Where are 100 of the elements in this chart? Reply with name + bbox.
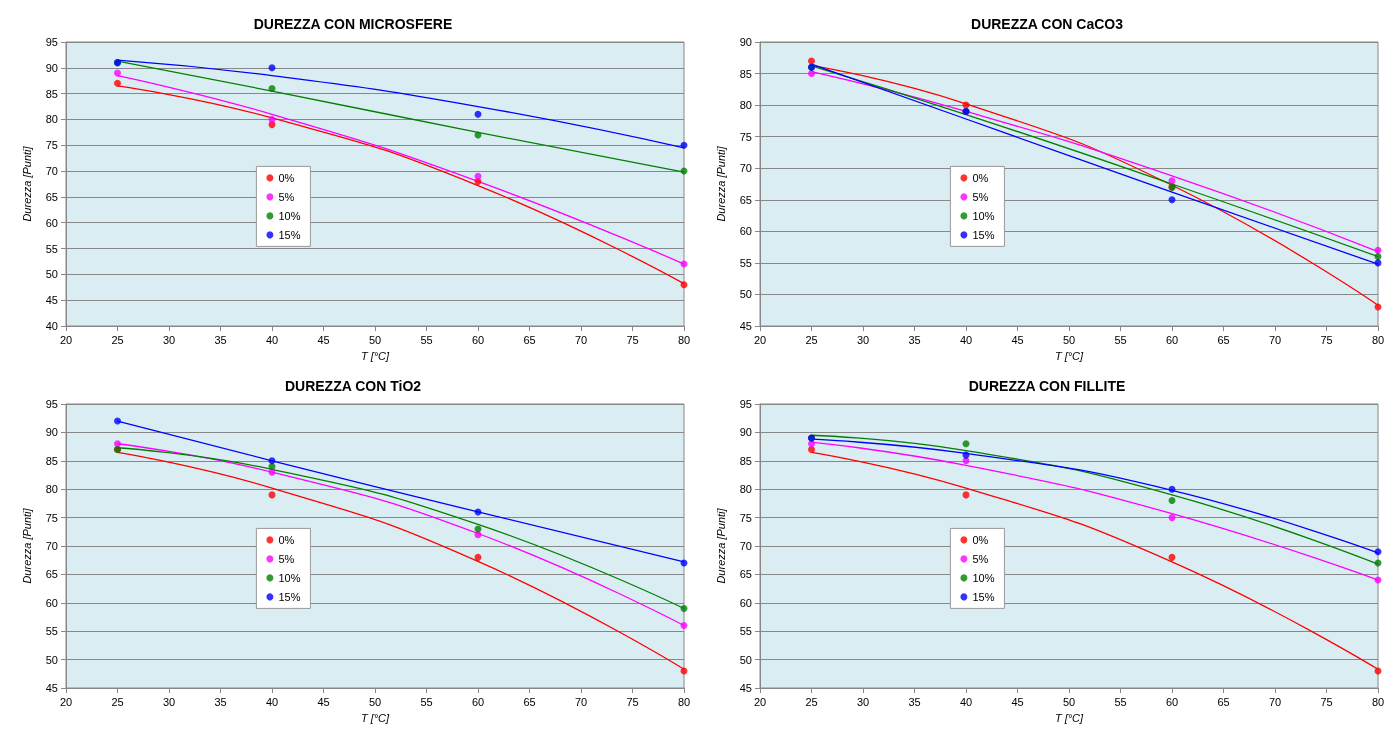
x-tick-label: 30 bbox=[856, 695, 870, 708]
y-tick-label: 75 bbox=[739, 130, 752, 143]
x-tick-label: 25 bbox=[805, 333, 818, 346]
x-tick-label: 45 bbox=[1011, 695, 1024, 708]
x-tick-label: 40 bbox=[265, 333, 279, 346]
y-tick-label: 60 bbox=[739, 596, 752, 609]
y-tick-label: 80 bbox=[45, 113, 58, 126]
legend-label: 0% bbox=[278, 171, 295, 184]
legend-label: 10% bbox=[278, 209, 301, 222]
x-tick-label: 20 bbox=[59, 333, 73, 346]
x-tick-label: 70 bbox=[574, 695, 588, 708]
chart-title: DUREZZA CON TiO2 bbox=[284, 378, 422, 394]
y-tick-label: 75 bbox=[739, 511, 752, 524]
legend-label: 15% bbox=[278, 590, 301, 603]
y-tick-label: 50 bbox=[739, 288, 752, 301]
y-tick-label: 85 bbox=[45, 87, 58, 100]
x-tick-label: 65 bbox=[523, 695, 536, 708]
y-tick-label: 55 bbox=[739, 256, 752, 269]
y-tick-label: 80 bbox=[739, 483, 752, 496]
y-tick-label: 65 bbox=[45, 190, 58, 203]
x-tick-label: 75 bbox=[626, 333, 639, 346]
chart-title: DUREZZA CON MICROSFERE bbox=[253, 16, 453, 32]
x-tick-label: 65 bbox=[1217, 333, 1230, 346]
x-tick-label: 20 bbox=[753, 333, 767, 346]
y-tick-label: 55 bbox=[739, 625, 752, 638]
y-axis-title: Durezza [Punti] bbox=[20, 145, 33, 222]
x-tick-label: 30 bbox=[162, 333, 176, 346]
x-tick-label: 25 bbox=[111, 333, 124, 346]
x-tick-label: 65 bbox=[523, 333, 536, 346]
y-axis-title: Durezza [Punti] bbox=[20, 507, 33, 584]
x-tick-label: 60 bbox=[1165, 333, 1179, 346]
y-tick-label: 50 bbox=[45, 268, 58, 281]
x-tick-label: 60 bbox=[471, 333, 485, 346]
y-tick-label: 65 bbox=[45, 568, 58, 581]
x-tick-label: 35 bbox=[214, 695, 227, 708]
y-tick-label: 45 bbox=[739, 320, 752, 332]
x-tick-label: 55 bbox=[420, 695, 433, 708]
y-tick-label: 80 bbox=[45, 483, 58, 496]
legend-label: 5% bbox=[972, 552, 989, 565]
y-tick-label: 45 bbox=[739, 682, 752, 694]
legend-label: 10% bbox=[972, 209, 995, 222]
x-tick-label: 70 bbox=[1268, 695, 1282, 708]
x-axis-title: T [°C] bbox=[360, 349, 391, 362]
x-tick-label: 35 bbox=[214, 333, 227, 346]
legend-label: 15% bbox=[972, 590, 995, 603]
x-tick-label: 20 bbox=[59, 695, 73, 708]
x-tick-label: 55 bbox=[1114, 333, 1127, 346]
x-tick-label: 80 bbox=[1371, 695, 1385, 708]
y-tick-label: 60 bbox=[45, 216, 58, 229]
x-tick-label: 25 bbox=[805, 695, 818, 708]
y-tick-label: 65 bbox=[739, 193, 752, 206]
y-tick-label: 75 bbox=[45, 139, 58, 152]
x-tick-label: 40 bbox=[959, 695, 973, 708]
y-tick-label: 70 bbox=[739, 540, 752, 552]
y-tick-label: 85 bbox=[45, 454, 58, 467]
legend-label: 0% bbox=[972, 533, 989, 546]
legend-label: 10% bbox=[278, 571, 301, 584]
x-axis-title: T [°C] bbox=[1054, 349, 1085, 362]
x-tick-label: 55 bbox=[420, 333, 433, 346]
legend-label: 10% bbox=[972, 571, 995, 584]
x-tick-label: 50 bbox=[368, 333, 382, 346]
x-tick-label: 25 bbox=[111, 695, 124, 708]
legend-label: 0% bbox=[278, 533, 295, 546]
y-tick-label: 95 bbox=[739, 398, 752, 410]
x-tick-label: 65 bbox=[1217, 695, 1230, 708]
y-tick-label: 75 bbox=[45, 511, 58, 524]
x-tick-label: 45 bbox=[317, 695, 330, 708]
x-tick-label: 80 bbox=[677, 695, 691, 708]
x-tick-label: 40 bbox=[959, 333, 973, 346]
x-tick-label: 75 bbox=[1320, 695, 1333, 708]
y-tick-label: 45 bbox=[45, 294, 58, 307]
x-tick-label: 70 bbox=[574, 333, 588, 346]
legend-label: 15% bbox=[278, 228, 301, 241]
y-tick-label: 90 bbox=[739, 426, 752, 439]
x-tick-label: 60 bbox=[1165, 695, 1179, 708]
x-tick-label: 80 bbox=[677, 333, 691, 346]
legend-label: 0% bbox=[972, 171, 989, 184]
y-tick-label: 90 bbox=[739, 36, 752, 48]
y-tick-label: 50 bbox=[45, 653, 58, 666]
y-tick-label: 55 bbox=[45, 625, 58, 638]
x-tick-label: 55 bbox=[1114, 695, 1127, 708]
x-tick-label: 40 bbox=[265, 695, 279, 708]
x-tick-label: 75 bbox=[626, 695, 639, 708]
y-tick-label: 95 bbox=[45, 36, 58, 48]
x-tick-label: 60 bbox=[471, 695, 485, 708]
x-tick-label: 45 bbox=[1011, 333, 1024, 346]
x-tick-label: 50 bbox=[1062, 333, 1076, 346]
y-tick-label: 50 bbox=[739, 653, 752, 666]
y-tick-label: 95 bbox=[45, 398, 58, 410]
x-tick-label: 30 bbox=[856, 333, 870, 346]
x-axis-title: T [°C] bbox=[360, 711, 391, 724]
y-tick-label: 90 bbox=[45, 61, 58, 74]
y-tick-label: 65 bbox=[739, 568, 752, 581]
x-tick-label: 35 bbox=[908, 695, 921, 708]
y-tick-label: 40 bbox=[45, 320, 58, 332]
y-tick-label: 60 bbox=[45, 596, 58, 609]
x-tick-label: 20 bbox=[753, 695, 767, 708]
y-tick-label: 60 bbox=[739, 225, 752, 238]
y-tick-label: 70 bbox=[45, 165, 58, 178]
y-tick-label: 85 bbox=[739, 454, 752, 467]
